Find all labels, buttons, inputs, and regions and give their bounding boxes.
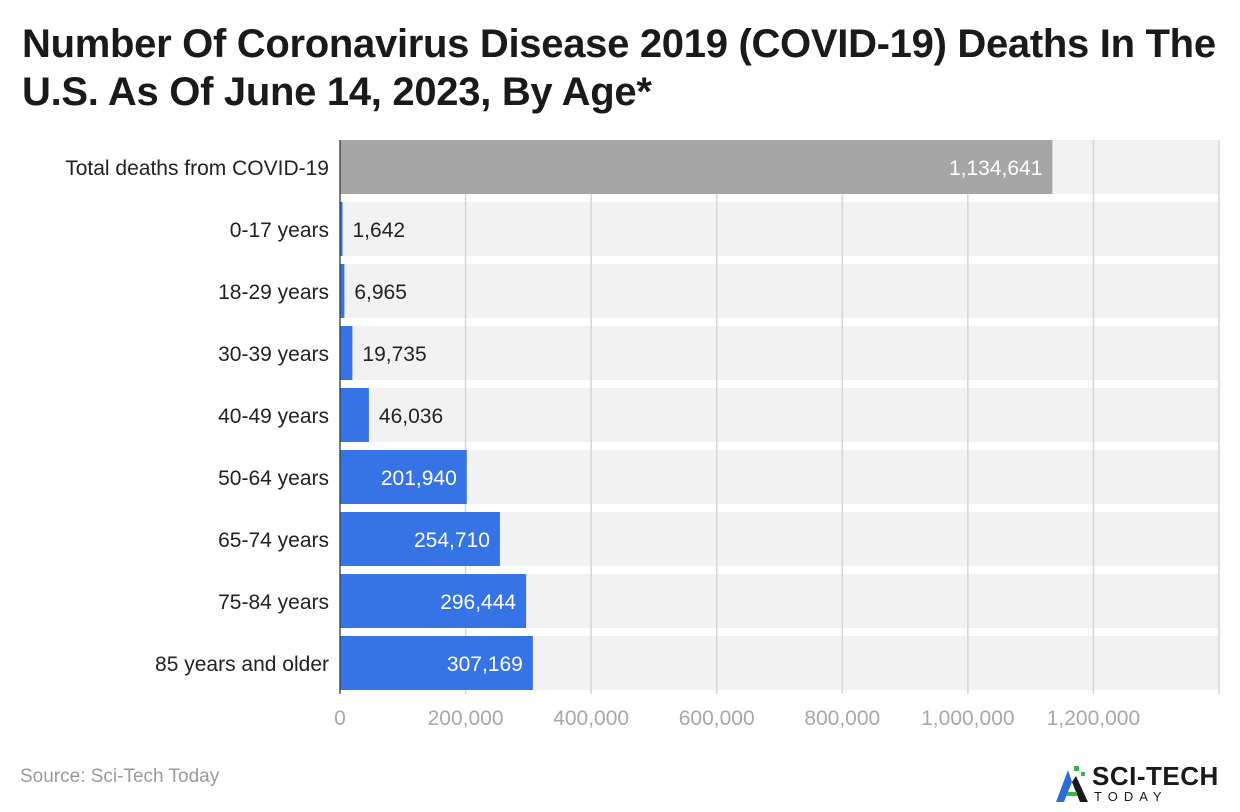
x-tick-label: 600,000 bbox=[679, 707, 755, 730]
data-label: 254,710 bbox=[414, 529, 490, 552]
bar bbox=[340, 388, 369, 442]
category-label: 50-64 years bbox=[218, 467, 329, 490]
data-label: 201,940 bbox=[381, 467, 457, 490]
x-tick-label: 0 bbox=[334, 707, 346, 730]
brand-name: SCI-TECH bbox=[1092, 761, 1219, 791]
x-tick-label: 1,000,000 bbox=[921, 707, 1014, 730]
bar bbox=[340, 326, 353, 380]
row-background bbox=[340, 326, 1219, 380]
category-label: 30-39 years bbox=[218, 343, 329, 366]
data-label: 46,036 bbox=[379, 405, 443, 428]
data-label: 6,965 bbox=[354, 281, 407, 304]
bar bbox=[340, 450, 467, 504]
row-background bbox=[340, 202, 1219, 256]
bar bbox=[340, 512, 500, 566]
data-label: 1,642 bbox=[353, 219, 406, 242]
data-label: 1,134,641 bbox=[949, 157, 1042, 180]
category-label: 40-49 years bbox=[218, 405, 329, 428]
bar bbox=[340, 574, 527, 628]
x-tick-label: 800,000 bbox=[804, 707, 880, 730]
data-label: 296,444 bbox=[440, 591, 516, 614]
brand-logo: SCI-TECH TODAY bbox=[1054, 762, 1224, 806]
source-note: Source: Sci-Tech Today bbox=[20, 766, 220, 787]
bar bbox=[340, 202, 343, 256]
category-label: 0-17 years bbox=[230, 219, 329, 242]
row-background bbox=[340, 264, 1219, 318]
category-label: Total deaths from COVID-19 bbox=[65, 157, 329, 180]
data-label: 307,169 bbox=[447, 653, 523, 676]
bar bbox=[340, 636, 533, 690]
chart-title: Number Of Coronavirus Disease 2019 (COVI… bbox=[22, 22, 1216, 114]
x-tick-label: 1,200,000 bbox=[1047, 707, 1140, 730]
brand-subtitle: TODAY bbox=[1094, 789, 1168, 804]
category-label: 85 years and older bbox=[155, 653, 329, 676]
bar bbox=[340, 140, 1053, 194]
x-tick-label: 400,000 bbox=[553, 707, 629, 730]
row-background bbox=[340, 388, 1219, 442]
brand-mark-icon bbox=[1056, 766, 1088, 802]
category-label: 65-74 years bbox=[218, 529, 329, 552]
bar bbox=[340, 264, 345, 318]
data-label: 19,735 bbox=[362, 343, 426, 366]
category-label: 18-29 years bbox=[218, 281, 329, 304]
category-label: 75-84 years bbox=[218, 591, 329, 614]
x-tick-label: 200,000 bbox=[428, 707, 504, 730]
row-background bbox=[340, 450, 1219, 504]
